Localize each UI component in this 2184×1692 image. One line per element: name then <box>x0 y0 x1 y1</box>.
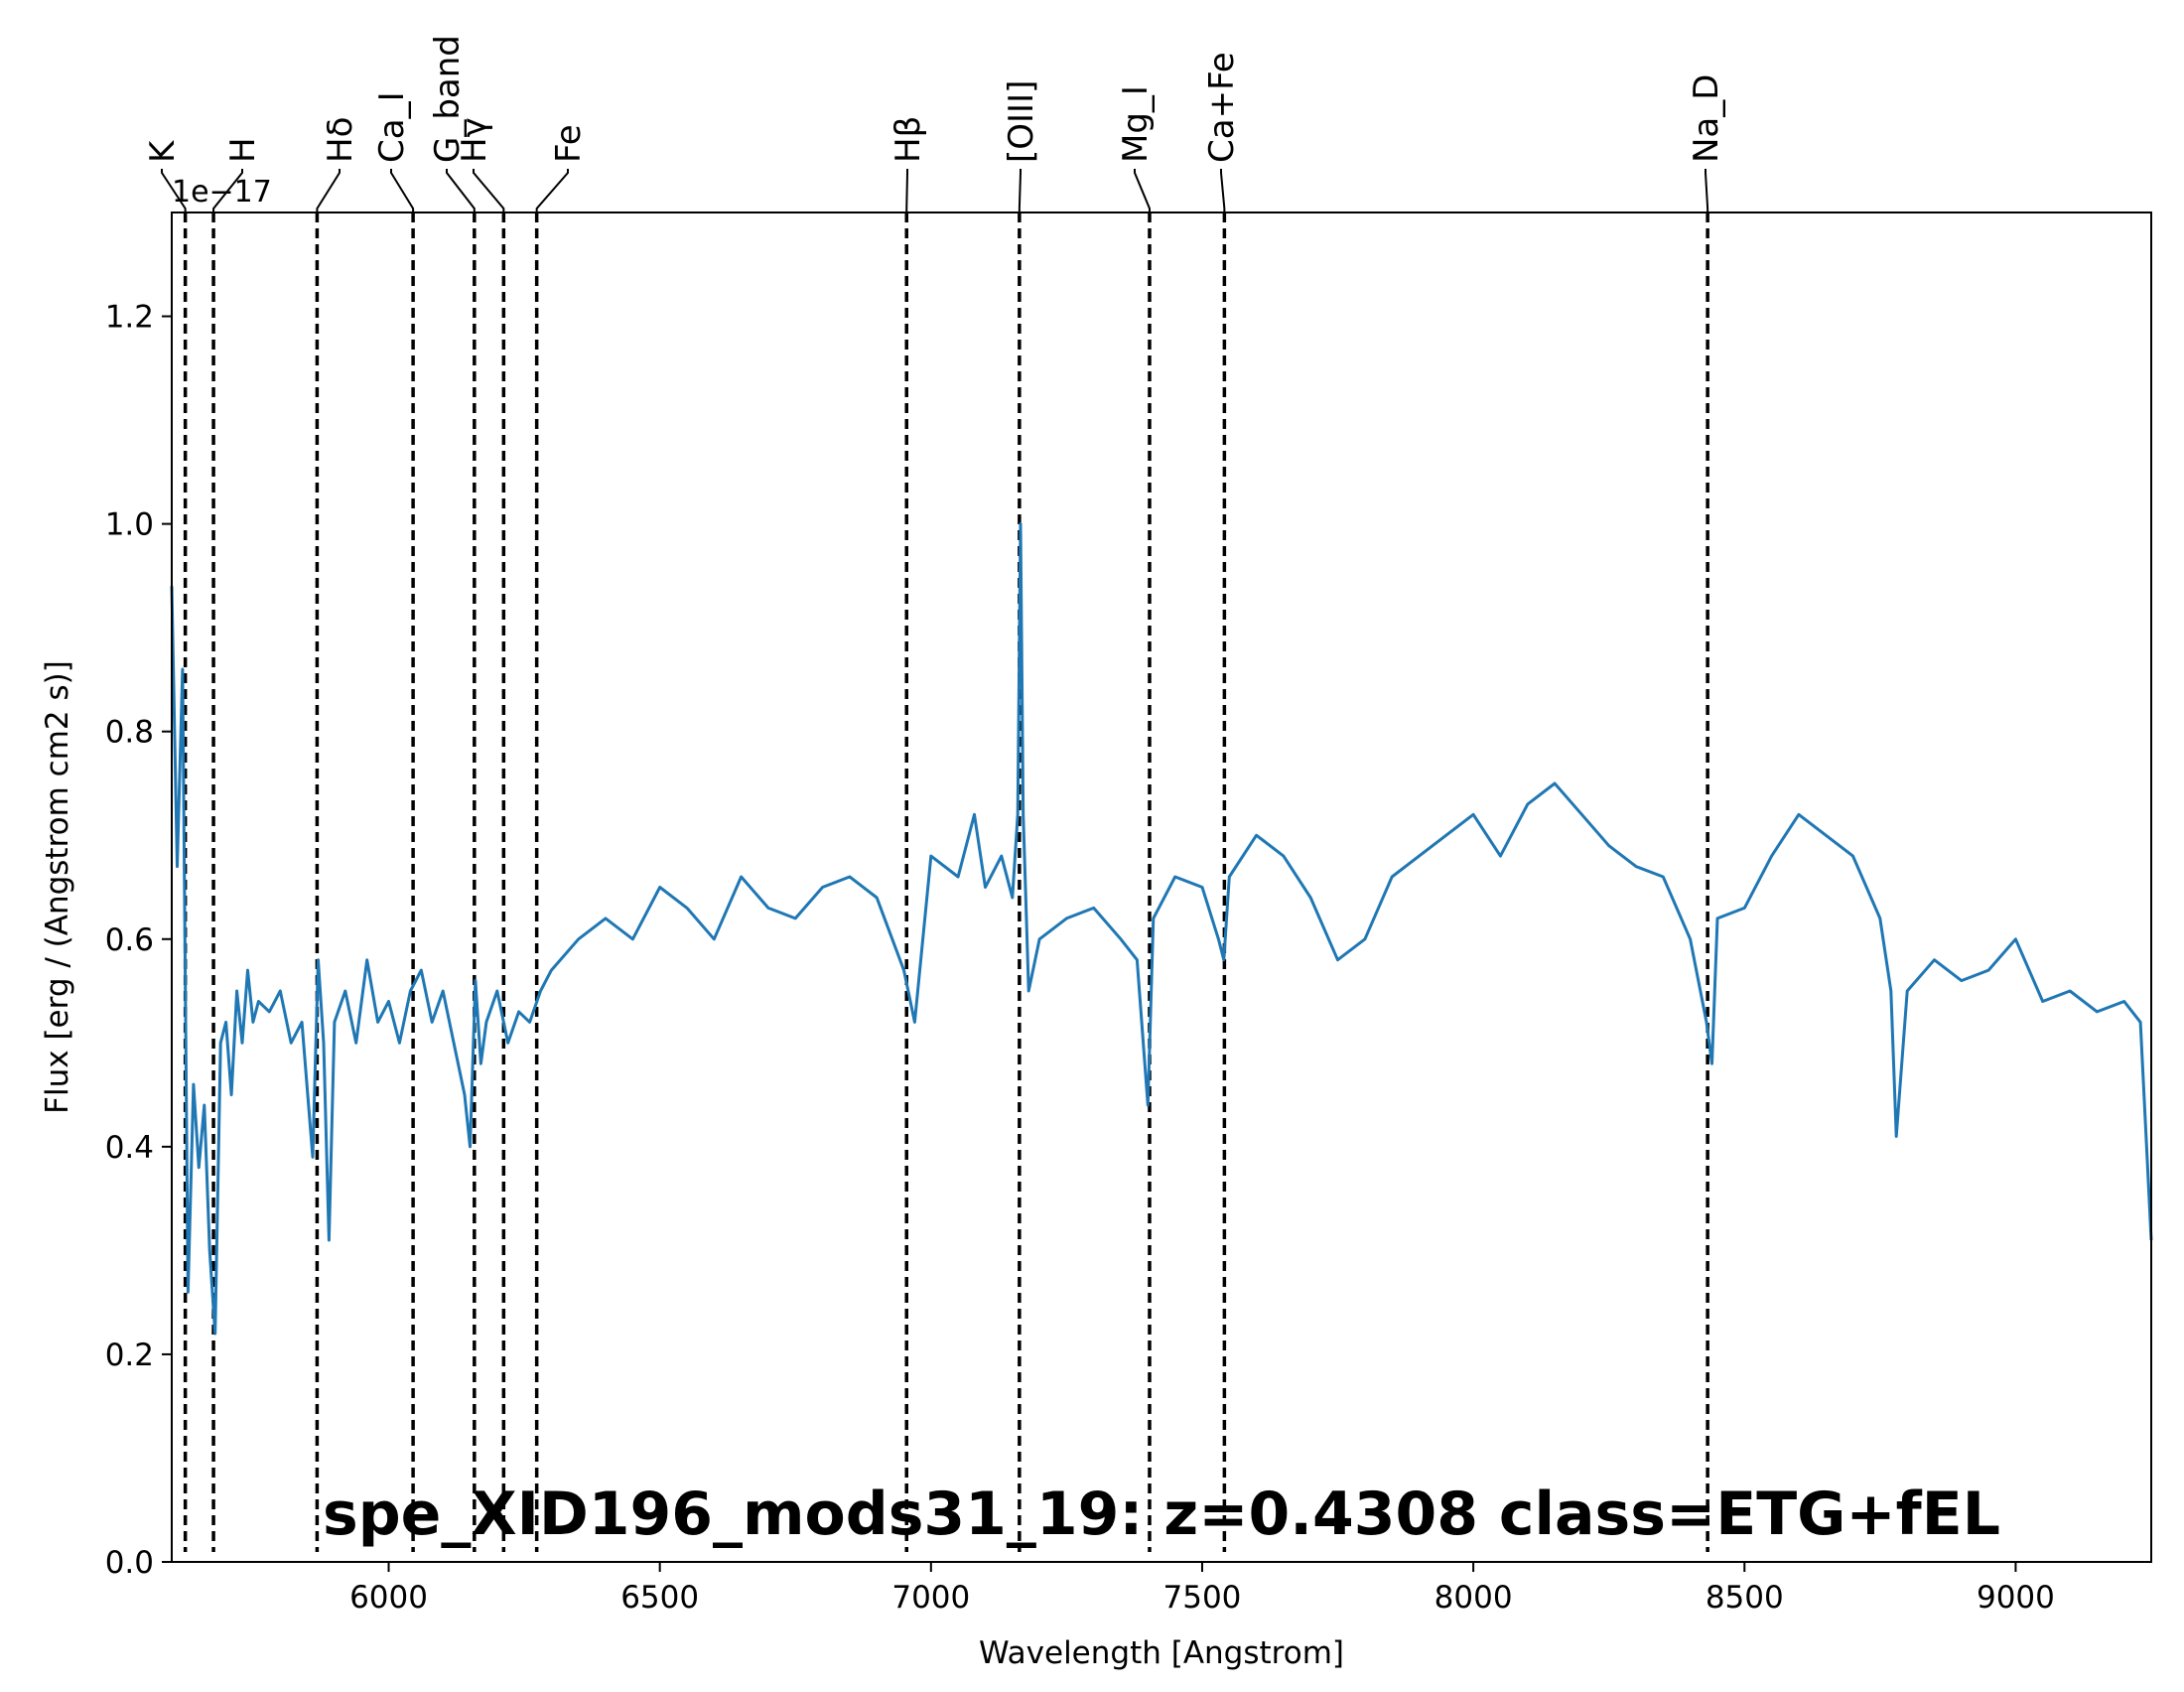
line-marker-leader <box>446 169 476 212</box>
line-marker-label: Na_D <box>1687 74 1726 163</box>
line-marker-label: Hγ <box>455 117 494 163</box>
y-tick-label: 1.2 <box>105 300 154 336</box>
y-tick-label: 0.4 <box>105 1130 154 1166</box>
line-marker-leader <box>535 169 569 212</box>
x-tick-label: 8500 <box>1706 1580 1784 1616</box>
y-tick-label: 1.0 <box>105 507 154 543</box>
y-axis-label: Flux [erg / (Angstrom cm2 s)] <box>40 660 75 1114</box>
y-tick-label: 0.8 <box>105 715 154 751</box>
line-marker-leader <box>905 169 908 212</box>
line-marker-leader <box>1220 169 1226 212</box>
x-tick-label: 7500 <box>1163 1580 1242 1616</box>
line-marker-leader <box>1705 169 1709 212</box>
line-marker-label: Ca_I <box>372 91 412 163</box>
line-marker-label: Ca+Fe <box>1202 52 1242 163</box>
spectrum-line <box>170 522 2153 1336</box>
line-marker-leader <box>1134 169 1151 212</box>
x-tick-label: 9000 <box>1977 1580 2055 1616</box>
x-tick-label: 7000 <box>891 1580 970 1616</box>
x-tick-label: 6000 <box>349 1580 428 1616</box>
y-tick-label: 0.6 <box>105 922 154 958</box>
y-tick-label: 0.2 <box>105 1338 154 1373</box>
line-marker-leader <box>390 169 415 212</box>
line-marker-label: Hβ <box>888 116 928 163</box>
line-marker-leader <box>1018 169 1022 212</box>
line-marker-label: [OIII] <box>1002 80 1041 163</box>
line-marker-label: H <box>223 137 263 163</box>
line-marker-label: K <box>143 139 183 163</box>
series-layer <box>170 522 2153 1336</box>
line-marker-label: Hδ <box>321 117 360 163</box>
line-marker-leader <box>473 169 505 212</box>
x-tick-layer: 6000 6500 7000 7500 8000 8500 9000 <box>349 1562 2055 1616</box>
y-tick-label: 0.0 <box>105 1545 154 1581</box>
line-marker-label: G_band <box>428 35 468 163</box>
y-tick-layer: 0.0 0.2 0.4 0.6 0.8 1.0 1.2 <box>105 300 172 1581</box>
x-tick-label: 8000 <box>1434 1580 1513 1616</box>
axes-frame <box>171 212 2152 1563</box>
x-tick-label: 6500 <box>620 1580 699 1616</box>
y-offset-label: 1e−17 <box>172 175 272 210</box>
line-marker-leader <box>161 169 187 212</box>
x-axis-label: Wavelength [Angstrom] <box>979 1635 1344 1671</box>
line-marker-label: Mg_I <box>1116 85 1156 163</box>
line-marker-leader <box>316 169 341 212</box>
chart-title: spe_XID196_mods31_19: z=0.4308 class=ETG… <box>323 1480 2000 1549</box>
line-marker-label: Fe <box>549 124 589 163</box>
line-marker-leader <box>212 169 243 212</box>
